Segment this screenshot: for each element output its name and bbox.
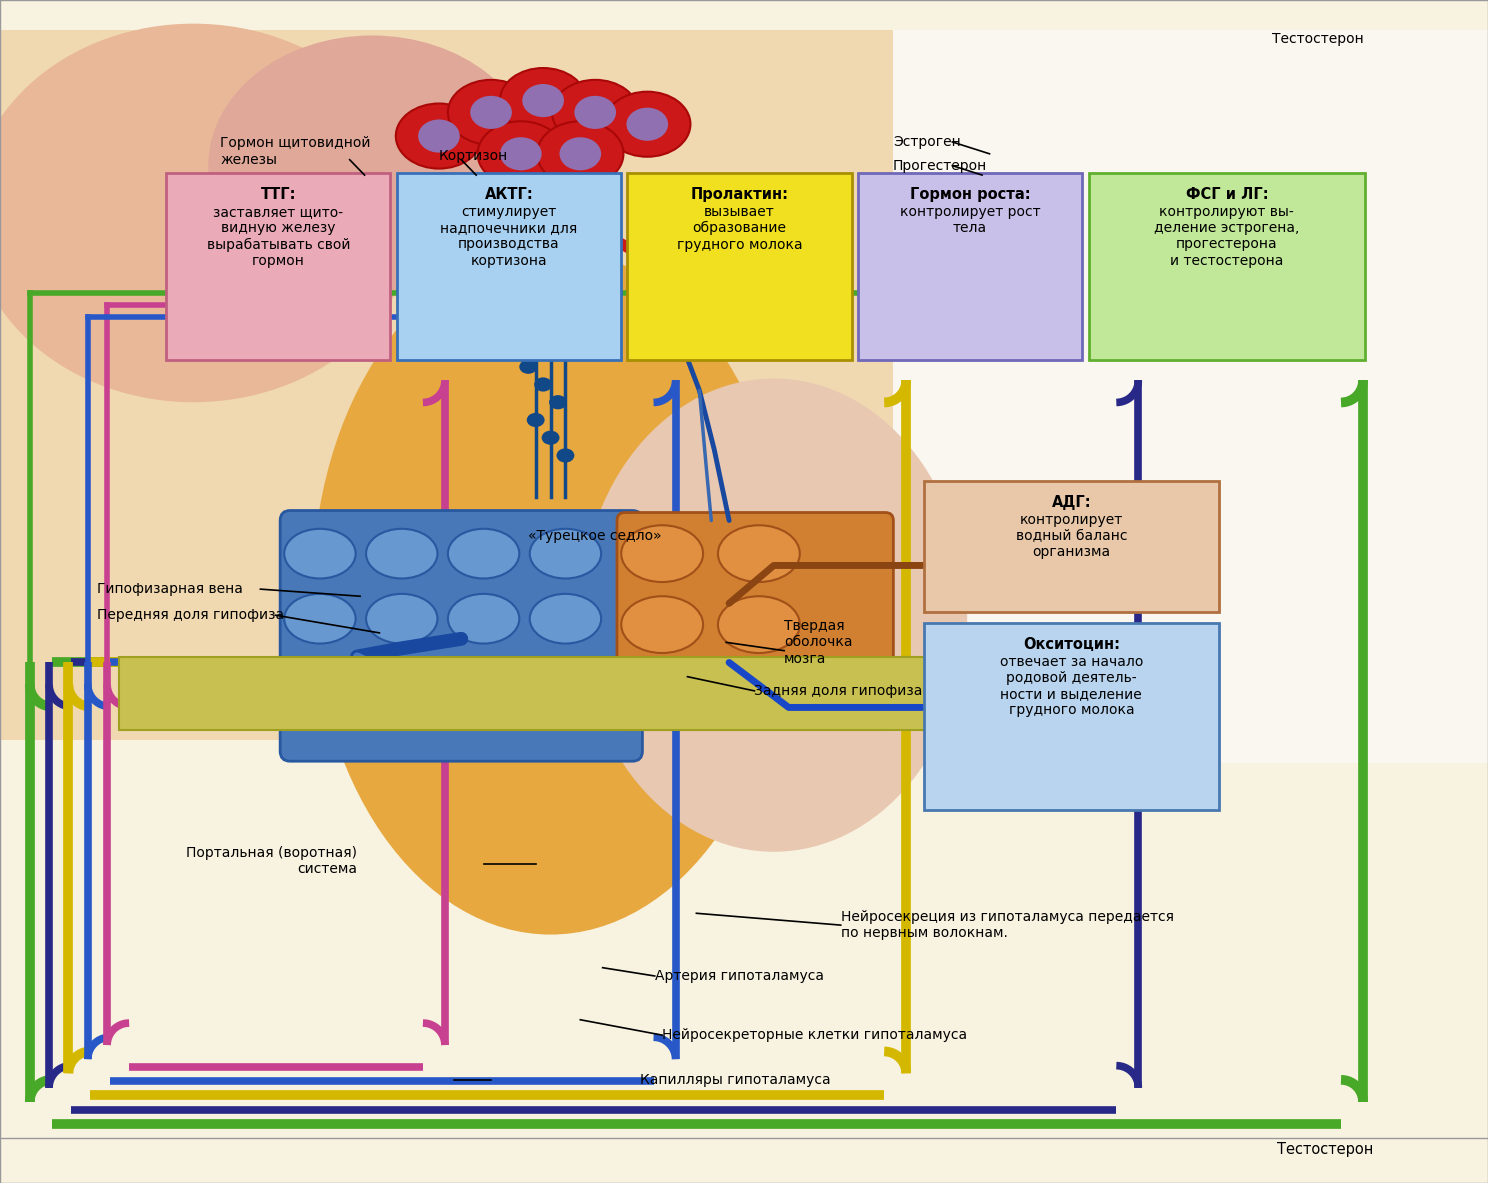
Text: Кортизон: Кортизон [439, 149, 509, 163]
Ellipse shape [366, 594, 437, 644]
Text: Твердая
оболочка
мозга: Твердая оболочка мозга [784, 619, 853, 666]
Ellipse shape [448, 80, 534, 146]
Text: Тестостерон: Тестостерон [1272, 32, 1364, 46]
Ellipse shape [366, 659, 437, 709]
Ellipse shape [448, 594, 519, 644]
Text: Задняя доля гипофиза: Задняя доля гипофиза [754, 684, 923, 698]
Ellipse shape [622, 596, 702, 653]
Text: Тестостерон: Тестостерон [1277, 1143, 1373, 1157]
Ellipse shape [312, 248, 789, 935]
Ellipse shape [542, 431, 559, 445]
Text: Передняя доля гипофиза: Передняя доля гипофиза [97, 608, 284, 622]
Text: Эстроген: Эстроген [893, 135, 961, 149]
FancyBboxPatch shape [924, 480, 1219, 613]
Text: контролируют вы-
деление эстрогена,
прогестерона
и тестостерона: контролируют вы- деление эстрогена, прог… [1155, 205, 1299, 267]
FancyBboxPatch shape [924, 622, 1219, 810]
Text: АДГ:: АДГ: [1052, 494, 1091, 510]
Ellipse shape [580, 379, 967, 852]
Text: заставляет щито-
видную железу
вырабатывать свой
гормон: заставляет щито- видную железу вырабатыв… [207, 205, 350, 267]
Bar [0, 30, 1309, 739]
Text: Капилляры гипоталамуса: Капилляры гипоталамуса [640, 1073, 830, 1087]
Ellipse shape [604, 92, 690, 157]
Text: Нейросекреторные клетки гипоталамуса: Нейросекреторные клетки гипоталамуса [662, 1028, 967, 1042]
Text: АКТГ:: АКТГ: [485, 187, 533, 202]
Text: Гормон роста:: Гормон роста: [909, 187, 1031, 202]
Text: Прогестерон: Прогестерон [893, 159, 987, 173]
Text: контролирует рост
тела: контролирует рост тела [900, 205, 1040, 235]
FancyBboxPatch shape [1089, 173, 1364, 361]
Ellipse shape [626, 108, 668, 141]
Text: ТТГ:: ТТГ: [260, 187, 296, 202]
Ellipse shape [534, 377, 552, 392]
FancyBboxPatch shape [280, 511, 643, 761]
Ellipse shape [622, 525, 702, 582]
Ellipse shape [448, 529, 519, 578]
Text: Нейросекреция из гипоталамуса передается
по нервным волокнам.: Нейросекреция из гипоталамуса передается… [841, 910, 1174, 940]
FancyBboxPatch shape [167, 173, 390, 361]
Bar [893, 30, 1488, 763]
Ellipse shape [549, 395, 567, 409]
Ellipse shape [284, 659, 356, 709]
Text: стимулирует
надпочечники для
производства
кортизона: стимулирует надпочечники для производств… [440, 205, 577, 267]
Ellipse shape [0, 24, 417, 402]
Ellipse shape [478, 122, 564, 187]
Ellipse shape [500, 137, 542, 170]
Ellipse shape [527, 413, 545, 427]
Ellipse shape [574, 96, 616, 129]
FancyBboxPatch shape [397, 173, 620, 361]
FancyBboxPatch shape [618, 512, 893, 730]
Text: Гормон щитовидной
железы: Гормон щитовидной железы [220, 136, 371, 167]
Text: Окситоцин:: Окситоцин: [1022, 636, 1120, 652]
Ellipse shape [284, 594, 356, 644]
Ellipse shape [418, 119, 460, 153]
Ellipse shape [470, 96, 512, 129]
Ellipse shape [537, 122, 623, 187]
Text: «Турецкое седло»: «Турецкое седло» [528, 529, 662, 543]
Text: Гипофизарная вена: Гипофизарная вена [97, 582, 243, 596]
Text: контролирует
водный баланс
организма: контролирует водный баланс организма [1016, 512, 1126, 560]
Ellipse shape [719, 596, 801, 653]
Text: Пролактин:: Пролактин: [690, 187, 789, 202]
Ellipse shape [366, 529, 437, 578]
Ellipse shape [522, 84, 564, 117]
Ellipse shape [500, 69, 586, 134]
FancyBboxPatch shape [859, 173, 1082, 361]
Text: Артерия гипоталамуса: Артерия гипоталамуса [655, 969, 824, 983]
Ellipse shape [557, 448, 574, 463]
FancyBboxPatch shape [628, 173, 851, 361]
Ellipse shape [284, 529, 356, 578]
Ellipse shape [396, 104, 482, 169]
Ellipse shape [208, 35, 536, 296]
Ellipse shape [559, 137, 601, 170]
Bar [119, 657, 1190, 730]
Ellipse shape [552, 80, 638, 146]
Ellipse shape [719, 525, 801, 582]
Ellipse shape [519, 360, 537, 374]
Text: ФСГ и ЛГ:: ФСГ и ЛГ: [1186, 187, 1268, 202]
Text: вызывает
образование
грудного молока: вызывает образование грудного молока [677, 205, 802, 252]
Text: отвечает за начало
родовой деятель-
ности и выделение
грудного молока: отвечает за начало родовой деятель- ност… [1000, 654, 1143, 717]
Ellipse shape [448, 659, 519, 709]
Ellipse shape [530, 529, 601, 578]
Ellipse shape [530, 594, 601, 644]
Text: Портальная (воротная)
система: Портальная (воротная) система [186, 846, 357, 877]
